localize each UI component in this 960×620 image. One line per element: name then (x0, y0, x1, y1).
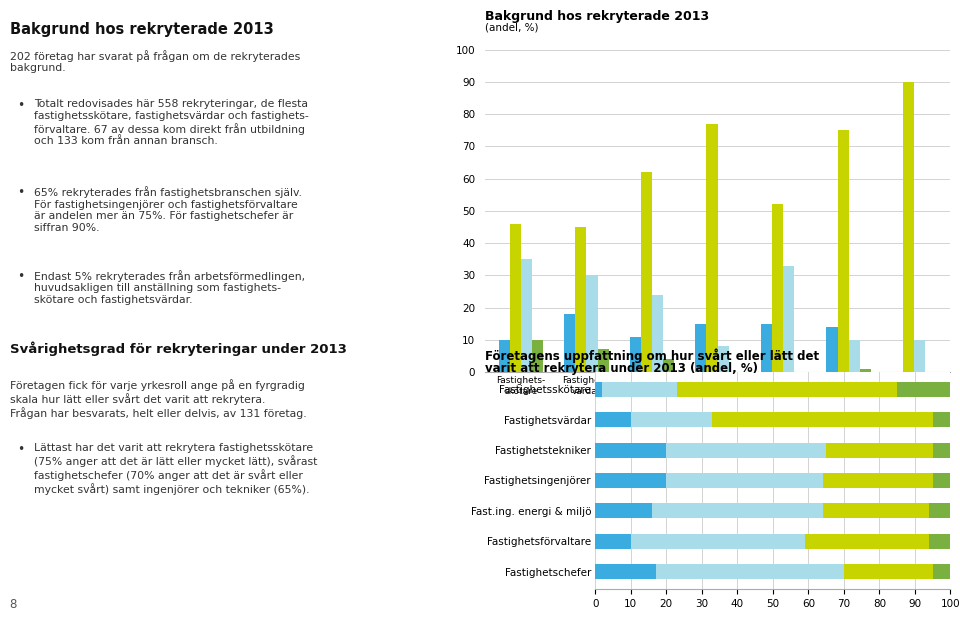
Text: 65% rekryterades från fastighetsbranschen själv.
För fastighetsingenjörer och fa: 65% rekryterades från fastighetsbransche… (34, 186, 301, 232)
Bar (823, 473, 932, 488)
Bar (630, 337, 641, 372)
Bar (666, 473, 823, 488)
Bar (932, 443, 950, 458)
Bar (827, 327, 838, 372)
Text: •: • (17, 186, 25, 199)
Bar (695, 324, 707, 372)
Bar (595, 564, 656, 579)
Text: •: • (17, 99, 25, 112)
Bar (631, 412, 712, 427)
Bar (844, 564, 932, 579)
Bar (595, 473, 666, 488)
Bar (663, 359, 674, 372)
Bar (849, 340, 860, 372)
Bar (656, 564, 844, 579)
Bar (707, 124, 717, 372)
Bar (595, 412, 631, 427)
Bar (823, 503, 929, 518)
Bar (932, 412, 950, 427)
Text: Företagens uppfattning om hur svårt eller lätt det: Företagens uppfattning om hur svårt elle… (485, 348, 819, 363)
Bar (804, 534, 929, 549)
Bar (587, 275, 597, 372)
Bar (717, 346, 729, 372)
Bar (897, 382, 950, 397)
Bar (677, 382, 898, 397)
Text: •: • (17, 270, 25, 283)
Text: (andel, %): (andel, %) (485, 22, 539, 32)
Bar (595, 443, 666, 458)
Bar (860, 369, 871, 372)
Bar (826, 443, 932, 458)
Bar (595, 382, 602, 397)
Bar (575, 227, 587, 372)
Text: 8: 8 (10, 598, 17, 611)
Bar (498, 340, 510, 372)
Text: varit att rekrytera under 2013 (andel, %): varit att rekrytera under 2013 (andel, %… (485, 362, 757, 375)
Bar (521, 259, 532, 372)
Bar (932, 564, 950, 579)
Text: Företagen fick för varje yrkesroll ange på en fyrgradig
skala hur lätt eller svå: Företagen fick för varje yrkesroll ange … (10, 379, 306, 419)
Text: Svårighetsgrad för rekryteringar under 2013: Svårighetsgrad för rekryteringar under 2… (10, 341, 347, 355)
Text: 202 företag har svarat på frågan om de rekryterades
bakgrund.: 202 företag har svarat på frågan om de r… (10, 50, 300, 73)
Bar (595, 503, 652, 518)
Text: •: • (17, 443, 25, 456)
Bar (641, 172, 652, 372)
Bar (652, 294, 663, 372)
Bar (914, 340, 925, 372)
Bar (838, 130, 849, 372)
Text: Bakgrund hos rekryterade 2013: Bakgrund hos rekryterade 2013 (10, 22, 274, 37)
Bar (595, 534, 631, 549)
Bar (761, 324, 772, 372)
Bar (932, 473, 950, 488)
Text: Bakgrund hos rekryterade 2013: Bakgrund hos rekryterade 2013 (485, 10, 708, 23)
Text: Endast 5% rekryterades från arbetsförmedlingen,
huvudsakligen till anställning s: Endast 5% rekryterades från arbetsförmed… (34, 270, 304, 305)
Text: Totalt redovisades här 558 rekryteringar, de flesta
fastighetsskötare, fastighet: Totalt redovisades här 558 rekryteringar… (34, 99, 308, 146)
Bar (783, 265, 794, 372)
Bar (666, 443, 826, 458)
Bar (652, 503, 823, 518)
Text: Lättast har det varit att rekrytera fastighetsskötare
(75% anger att det är lätt: Lättast har det varit att rekrytera fast… (34, 443, 317, 495)
Bar (631, 534, 804, 549)
Bar (602, 382, 677, 397)
Bar (903, 82, 914, 372)
Bar (712, 412, 933, 427)
Bar (929, 534, 950, 549)
Bar (929, 503, 950, 518)
Bar (532, 340, 543, 372)
Bar (597, 350, 609, 372)
Bar (564, 314, 575, 372)
Bar (510, 224, 521, 372)
Bar (772, 205, 783, 372)
